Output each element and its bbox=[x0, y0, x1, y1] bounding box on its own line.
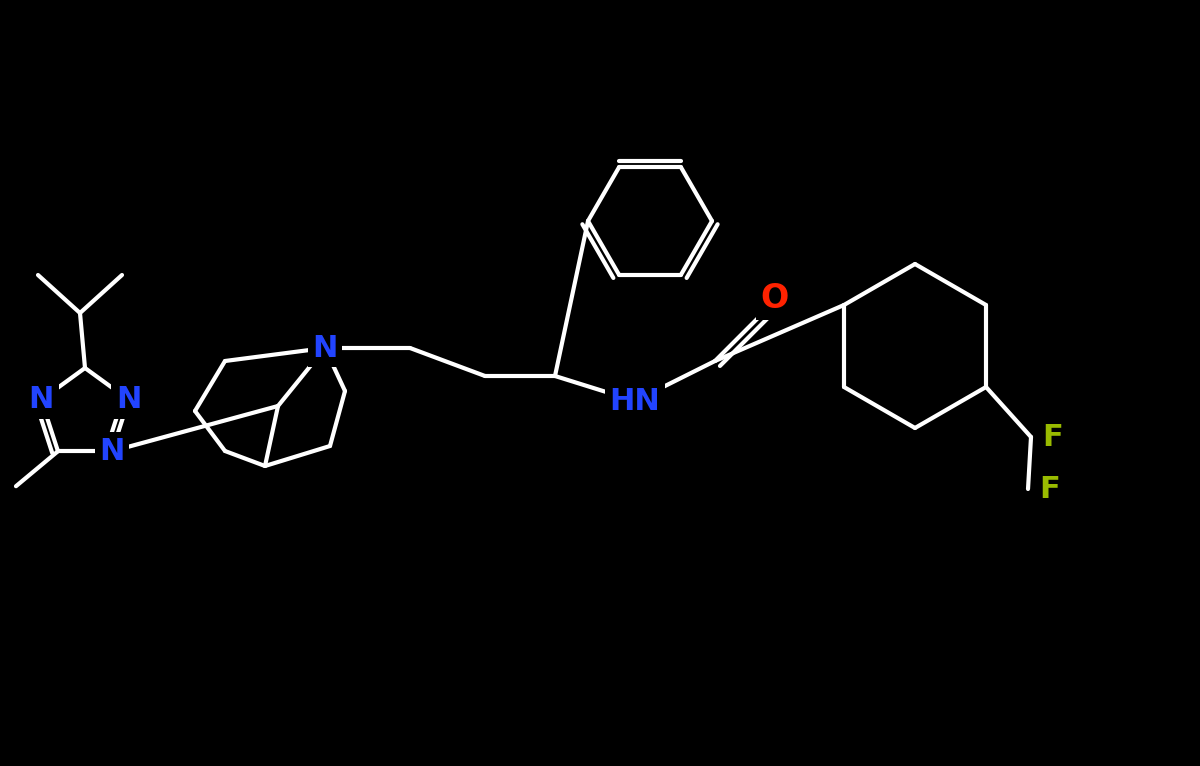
Text: N: N bbox=[100, 437, 125, 466]
Text: HN: HN bbox=[610, 387, 660, 415]
Text: N: N bbox=[29, 385, 54, 414]
Text: F: F bbox=[1043, 423, 1063, 451]
Text: N: N bbox=[312, 333, 337, 362]
Text: N: N bbox=[116, 385, 142, 414]
Text: O: O bbox=[761, 281, 790, 315]
Text: F: F bbox=[1039, 474, 1061, 503]
